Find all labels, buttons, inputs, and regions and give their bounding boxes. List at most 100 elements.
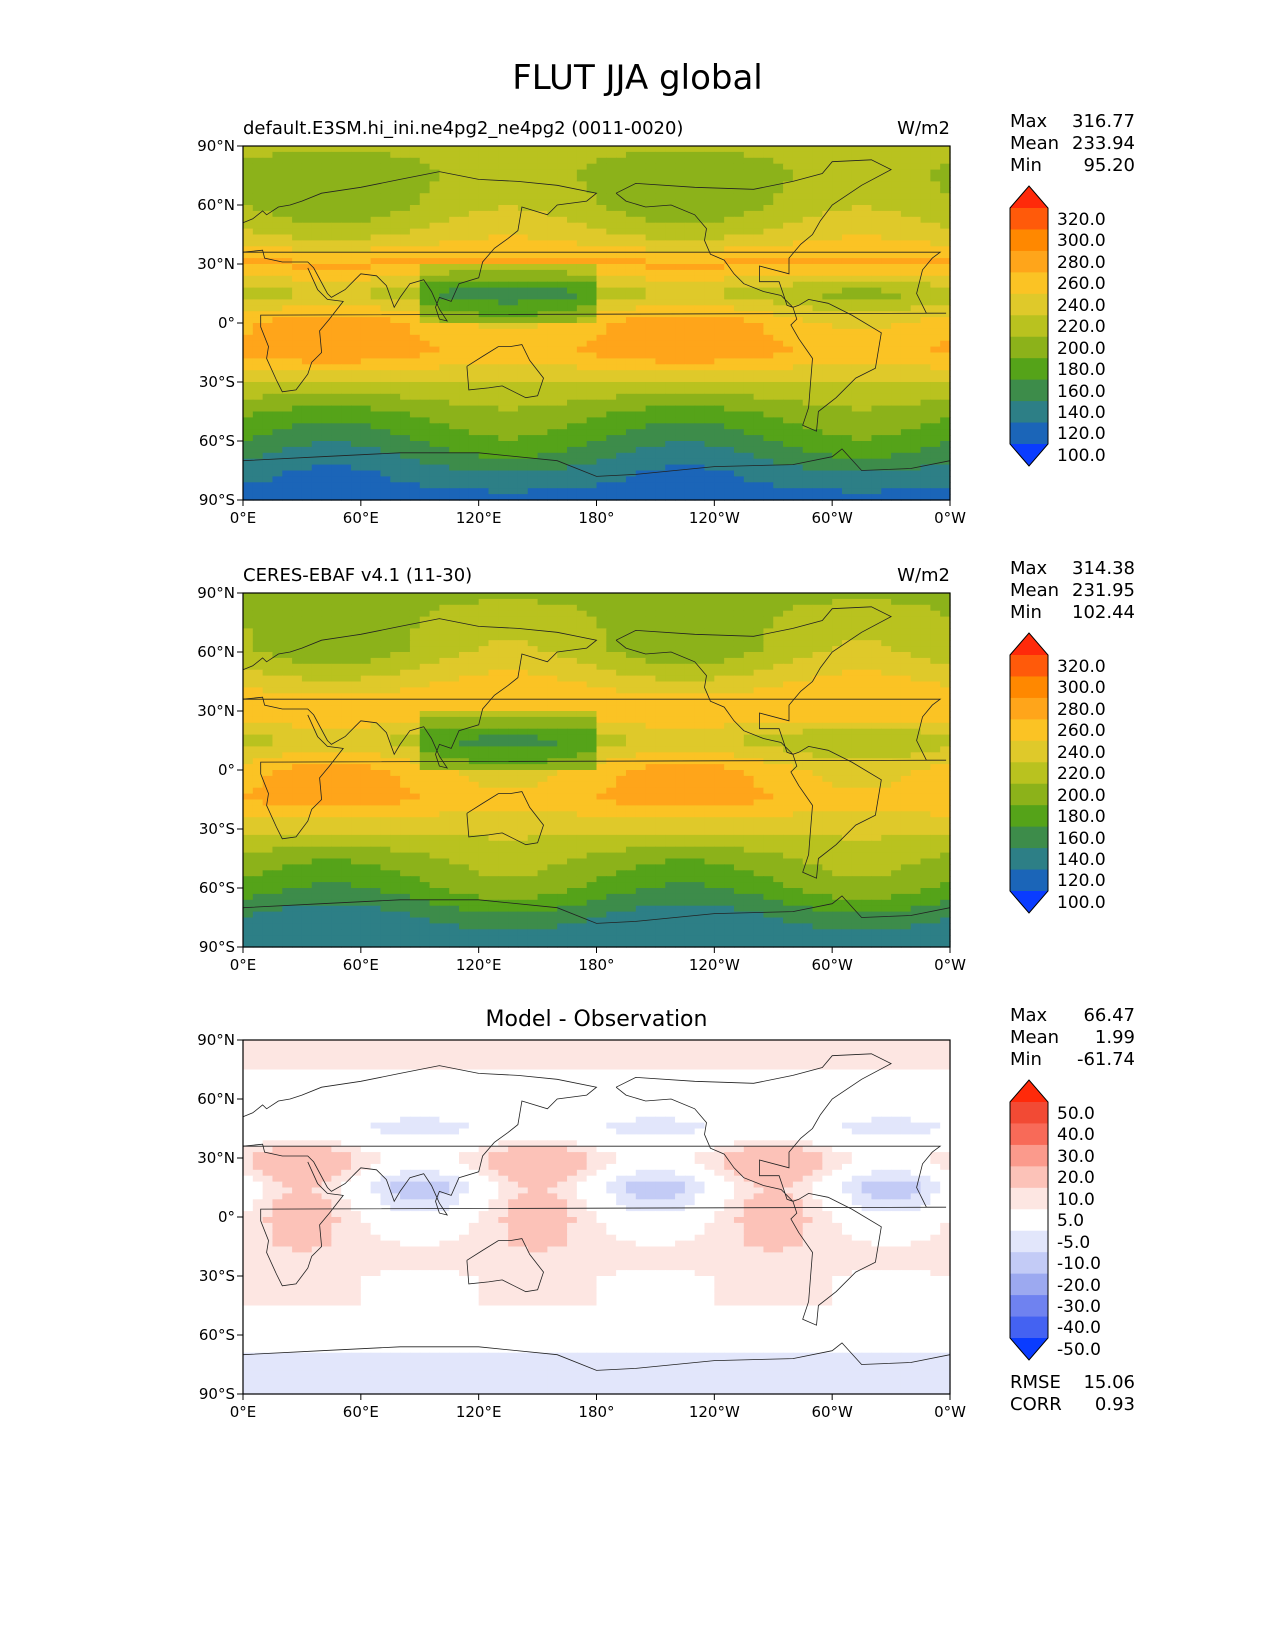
field-cell (311, 494, 323, 501)
field-cell (400, 610, 411, 618)
field-cell (292, 240, 303, 247)
field-cell (940, 470, 951, 477)
field-cell (243, 358, 254, 365)
field-cell (753, 470, 765, 477)
field-cell (596, 622, 607, 629)
field-cell (360, 169, 372, 177)
field-cell (802, 293, 814, 300)
field-cell (380, 146, 391, 153)
field-cell (851, 275, 863, 283)
field-cell (675, 446, 686, 454)
field-cell (763, 482, 774, 489)
field-cell (704, 435, 715, 442)
field-cell (311, 181, 323, 188)
field-cell (439, 199, 450, 206)
field-cell (331, 423, 342, 430)
field-cell (292, 210, 303, 218)
field-cell (576, 616, 588, 624)
field-cell (429, 264, 440, 271)
field-cell (576, 169, 588, 177)
field-cell (753, 399, 765, 407)
field-cell (891, 376, 902, 383)
field-cell (881, 323, 892, 330)
field-cell (282, 382, 293, 389)
field-cell (331, 598, 342, 606)
field-cell (625, 464, 637, 472)
field-cell (616, 393, 627, 401)
field-cell (714, 181, 725, 188)
field-cell (792, 470, 804, 477)
field-cell (243, 193, 254, 200)
field-cell (586, 358, 598, 365)
field-cell (576, 346, 588, 354)
field-cell (498, 470, 509, 477)
field-cell (940, 464, 951, 472)
field-cell (733, 234, 745, 241)
field-cell (449, 488, 460, 495)
field-cell (851, 399, 863, 407)
field-cell (449, 281, 460, 289)
field-cell (596, 175, 607, 182)
field-cell (940, 482, 951, 489)
field-cell (243, 187, 254, 194)
field-cell (243, 622, 254, 629)
field-cell (851, 269, 863, 277)
field-cell (360, 352, 372, 359)
field-cell (733, 616, 745, 624)
field-cell (596, 393, 607, 401)
field-cell (252, 334, 264, 342)
field-cell (498, 352, 509, 359)
field-cell (459, 393, 470, 401)
field-cell (517, 193, 529, 200)
field-cell (841, 169, 853, 177)
field-cell (665, 323, 676, 330)
field-cell (655, 423, 666, 430)
field-cell (940, 393, 951, 401)
field-cell (704, 311, 715, 318)
field-cell (900, 269, 912, 277)
field-cell (920, 494, 931, 501)
field-cell (351, 210, 362, 218)
field-cell (900, 458, 912, 466)
field-cell (341, 340, 352, 348)
field-cell (675, 258, 686, 265)
field-cell (675, 193, 686, 200)
field-cell (861, 358, 873, 365)
field-cell (537, 364, 548, 371)
field-cell (812, 423, 823, 430)
field-cell (586, 169, 598, 177)
field-cell (252, 634, 264, 641)
field-cell (665, 187, 676, 194)
field-cell (360, 411, 372, 418)
field-cell (380, 488, 391, 495)
field-cell (557, 287, 568, 295)
field-cell (459, 169, 470, 177)
field-cell (861, 275, 873, 283)
lon-tick-label: 120°E (455, 509, 502, 527)
field-cell (920, 181, 931, 188)
field-cell (841, 311, 853, 318)
field-cell (243, 382, 254, 389)
field-cell (400, 494, 411, 501)
field-cell (468, 628, 480, 635)
field-cell (694, 593, 706, 600)
field-cell (783, 311, 794, 318)
field-cell (449, 175, 460, 182)
field-cell (409, 429, 421, 436)
field-cell (243, 210, 254, 218)
field-cell (606, 210, 617, 218)
field-cell (449, 328, 460, 336)
field-cell (517, 240, 529, 247)
field-cell (272, 246, 283, 253)
field-cell (282, 281, 293, 289)
field-cell (694, 193, 706, 200)
field-cell (596, 264, 607, 271)
field-cell (783, 429, 794, 436)
field-cell (861, 441, 873, 448)
field-cell (871, 293, 882, 300)
field-cell (606, 376, 617, 383)
field-cell (390, 446, 401, 454)
field-cell (891, 222, 902, 230)
field-cell (812, 476, 823, 483)
field-cell (871, 441, 882, 448)
